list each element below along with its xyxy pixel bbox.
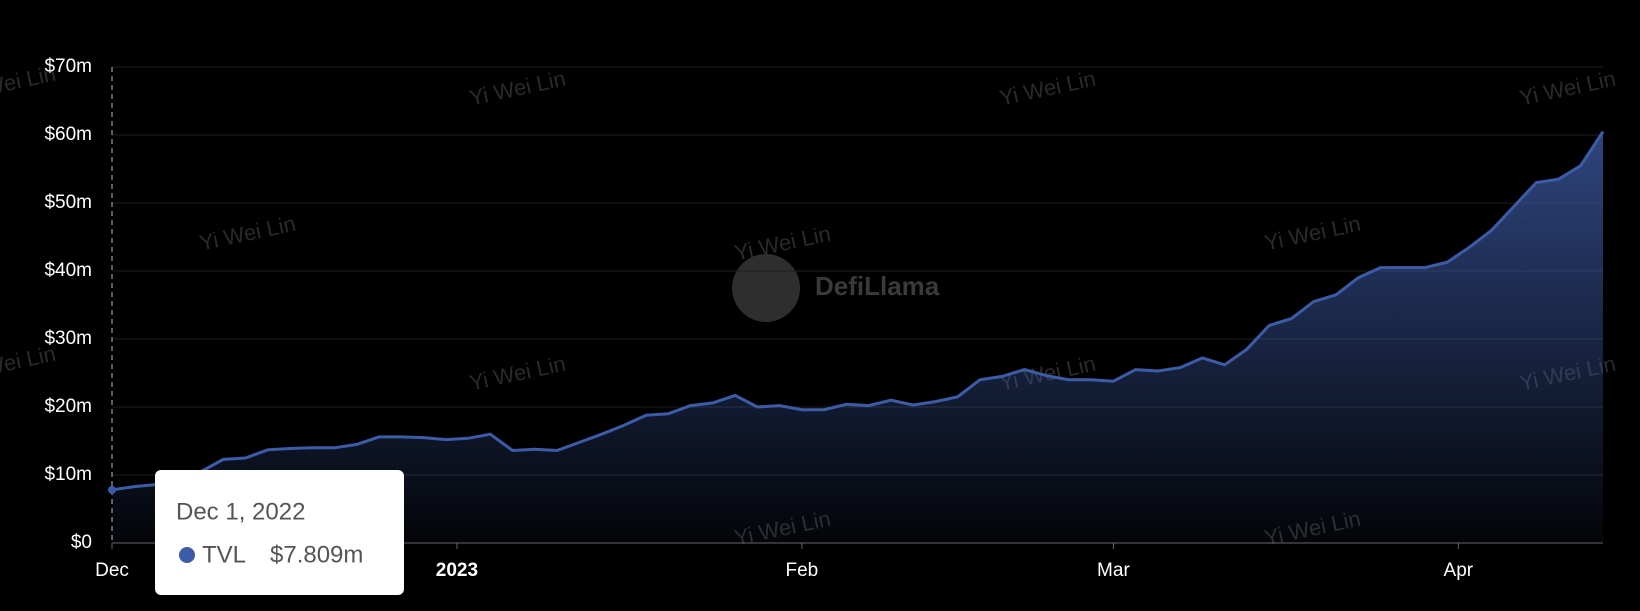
y-tick-label: $0 xyxy=(71,532,92,553)
watermark-text: Yi Wei Lin xyxy=(197,211,298,256)
area xyxy=(112,131,1603,543)
y-tick-label: $50m xyxy=(44,192,92,213)
x-tick-label: Dec xyxy=(95,560,129,581)
tooltip-series: TVL xyxy=(202,541,246,568)
watermark-text: Yi Wei Lin xyxy=(467,66,568,111)
y-tick-label: $60m xyxy=(44,124,92,145)
y-tick-label: $20m xyxy=(44,396,92,417)
x-tick-label: 2023 xyxy=(436,560,478,581)
x-tick-label: Mar xyxy=(1097,560,1130,581)
watermark-text: Yi Wei Lin xyxy=(1262,211,1363,256)
hover-point xyxy=(108,485,116,494)
line xyxy=(111,130,1605,492)
watermark-text: Yi Wei Lin xyxy=(467,351,568,396)
logo-icon xyxy=(732,254,800,322)
tooltip-value: $7.809m xyxy=(270,541,363,568)
x-tick-label: Feb xyxy=(785,560,818,581)
plot xyxy=(111,130,1605,543)
watermark-text: Yi Wei Lin xyxy=(1517,66,1618,111)
y-tick-label: $70m xyxy=(44,56,92,77)
tooltip-date: Dec 1, 2022 xyxy=(176,498,305,525)
tooltip-marker xyxy=(179,547,195,563)
tooltip: Dec 1, 2022 TVL $7.809m xyxy=(108,67,404,595)
y-tick-label: $30m xyxy=(44,328,92,349)
watermark-text: Yi Wei Lin xyxy=(997,66,1098,111)
logo-text: DefiLlama xyxy=(815,271,940,301)
tooltip-box xyxy=(155,470,404,595)
x-tick-label: Apr xyxy=(1444,560,1474,581)
y-tick-label: $10m xyxy=(44,464,92,485)
y-tick-label: $40m xyxy=(44,260,92,281)
